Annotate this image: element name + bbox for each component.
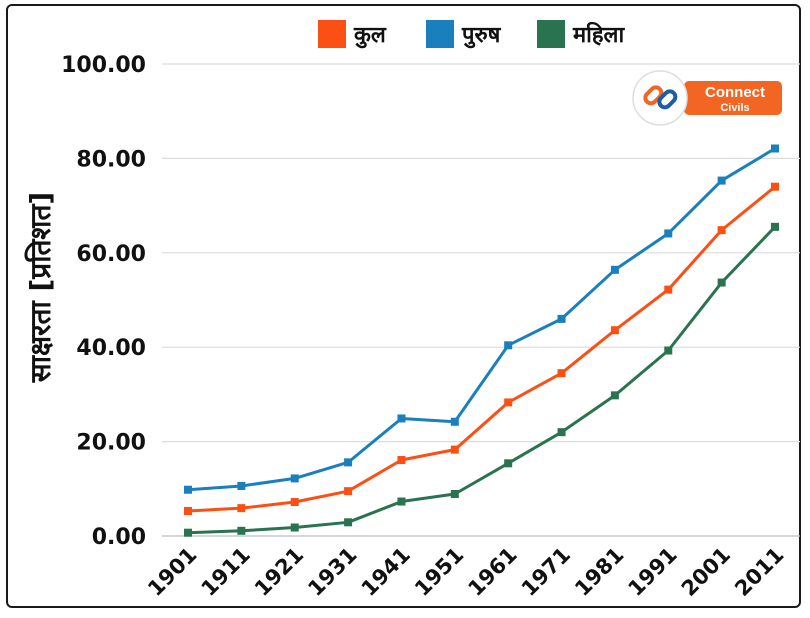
x-tick-label: 1971 xyxy=(517,543,575,601)
y-tick-label: 40.00 xyxy=(76,336,146,361)
legend-label: महिला xyxy=(572,21,625,48)
data-point xyxy=(557,314,566,323)
series-line xyxy=(187,147,776,492)
data-point xyxy=(557,428,566,437)
x-tick-labels: 1901191119211931194119511961197119811991… xyxy=(143,543,788,601)
logo-line2: Civils xyxy=(720,102,749,114)
connect-civils-logo: Connect Civils xyxy=(632,70,782,126)
x-tick-label: 1901 xyxy=(143,543,201,601)
series-line xyxy=(187,185,776,513)
x-tick-label: 1921 xyxy=(250,543,308,601)
y-tick-label: 20.00 xyxy=(76,431,146,456)
data-point xyxy=(344,458,353,467)
chain-link-icon xyxy=(643,85,678,110)
data-point xyxy=(504,459,513,468)
legend-label: पुरुष xyxy=(461,23,502,49)
data-point xyxy=(504,341,513,350)
y-tick-label: 80.00 xyxy=(76,147,146,172)
data-point xyxy=(290,474,299,483)
x-tick-label: 2001 xyxy=(677,543,735,601)
data-point xyxy=(504,398,513,407)
data-point xyxy=(237,504,246,513)
y-tick-labels: 0.00 20.00 40.00 60.00 80.00 100.00 xyxy=(61,53,146,550)
logo-banner xyxy=(684,81,782,115)
data-point xyxy=(664,346,673,355)
data-point xyxy=(664,229,673,238)
data-point xyxy=(184,528,192,537)
data-point xyxy=(557,369,566,378)
legend-label: कुल xyxy=(353,23,387,49)
data-point xyxy=(397,414,406,423)
data-point xyxy=(184,506,192,515)
x-tick-label: 1981 xyxy=(570,543,628,601)
legend: कुल पुरुष महिला xyxy=(318,20,625,49)
data-point xyxy=(610,391,619,400)
x-tick-label: 1961 xyxy=(463,543,521,601)
data-point xyxy=(717,226,726,235)
x-tick-label: 2011 xyxy=(730,543,788,601)
data-point xyxy=(237,481,246,490)
data-point xyxy=(771,182,779,191)
gridlines xyxy=(162,63,800,537)
data-point xyxy=(717,176,726,185)
y-tick-label: 0.00 xyxy=(92,525,146,550)
data-point xyxy=(771,222,779,231)
data-point xyxy=(290,523,299,532)
data-point xyxy=(610,326,619,335)
data-point xyxy=(610,265,619,274)
x-tick-label: 1991 xyxy=(624,543,682,601)
data-point xyxy=(237,526,246,535)
series-line xyxy=(187,225,777,535)
data-point xyxy=(290,498,299,507)
data-point xyxy=(184,485,192,494)
x-tick-label: 1931 xyxy=(303,543,361,601)
x-tick-label: 1951 xyxy=(410,543,468,601)
x-tick-label: 1941 xyxy=(357,543,415,601)
legend-swatch xyxy=(426,20,454,48)
y-tick-label: 100.00 xyxy=(61,53,146,78)
series-lines xyxy=(184,144,779,537)
logo-line1: Connect xyxy=(705,84,765,101)
data-point xyxy=(450,445,459,454)
data-point xyxy=(717,278,726,287)
legend-swatch xyxy=(318,20,346,48)
data-point xyxy=(344,487,353,496)
data-point xyxy=(344,518,353,527)
y-tick-label: 60.00 xyxy=(76,242,146,267)
y-axis-label: साक्षरता [प्रतिशत] xyxy=(24,192,57,383)
x-tick-label: 1911 xyxy=(197,543,255,601)
data-point xyxy=(450,489,459,498)
legend-swatch xyxy=(537,20,565,48)
data-point xyxy=(450,417,459,426)
data-point xyxy=(664,285,673,294)
data-point xyxy=(397,456,406,465)
data-point xyxy=(771,144,779,153)
data-point xyxy=(397,497,406,506)
